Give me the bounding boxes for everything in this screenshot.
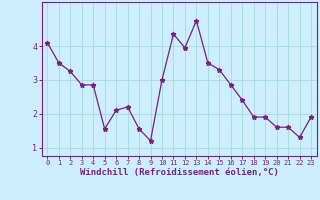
X-axis label: Windchill (Refroidissement éolien,°C): Windchill (Refroidissement éolien,°C) (80, 168, 279, 177)
